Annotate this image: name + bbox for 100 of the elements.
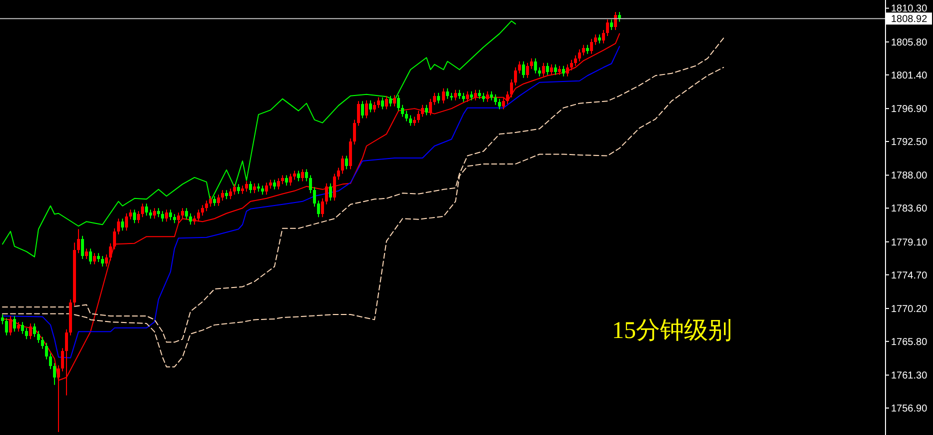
y-tick-label: 1774.70 [891, 270, 928, 282]
candlestick [409, 114, 412, 126]
candlestick [201, 204, 204, 216]
candlestick [574, 54, 577, 66]
candlestick [542, 62, 545, 77]
candlestick [345, 155, 348, 170]
candlestick [169, 209, 172, 221]
candlestick [437, 92, 440, 104]
candlestick [433, 92, 436, 106]
candlestick [289, 173, 292, 186]
candlestick [285, 174, 288, 186]
candlestick [17, 321, 20, 332]
y-tick-label: 1805.80 [891, 37, 928, 48]
candlestick [217, 194, 220, 206]
candlestick [325, 182, 328, 205]
candlestick [93, 252, 96, 265]
candlestick [421, 104, 424, 118]
candlestick [205, 200, 208, 212]
candlestick [614, 11, 617, 30]
candlestick [305, 168, 308, 182]
candlestick [393, 94, 396, 107]
annotation: 15分钟级别 [612, 318, 732, 344]
candlestick [25, 327, 28, 340]
candlestick [189, 212, 192, 226]
candlestick [429, 98, 432, 116]
candlestick [454, 89, 457, 101]
candlestick [397, 94, 400, 112]
candlestick [442, 88, 445, 104]
candlestick [209, 196, 212, 208]
candlestick [101, 256, 104, 268]
candlestick [446, 88, 449, 100]
candlestick [357, 100, 360, 126]
candlestick [273, 179, 276, 190]
candlestick [5, 318, 8, 336]
candlestick [53, 362, 56, 386]
candlestick [562, 65, 565, 77]
candlestick [105, 254, 108, 268]
candlestick [353, 119, 356, 145]
candlestick [85, 248, 88, 260]
candlestick [89, 248, 92, 265]
y-tick-label: 1770.20 [891, 304, 928, 315]
candlestick [9, 315, 12, 336]
candlestick [129, 209, 132, 220]
candlestick [197, 209, 200, 222]
y-tick-label: 1779.10 [891, 237, 928, 248]
candlestick [534, 58, 537, 74]
y-tick-label: 1796.90 [891, 104, 928, 116]
candlestick [602, 29, 605, 44]
candlestick [518, 60, 521, 74]
candlestick [229, 188, 232, 200]
candlestick [265, 182, 268, 196]
candlestick [329, 182, 332, 202]
candlestick [245, 180, 248, 192]
candlestick [498, 98, 501, 110]
candlestick [81, 235, 84, 260]
candlestick [377, 96, 380, 108]
candlestick [610, 18, 613, 30]
candlestick [466, 90, 469, 102]
candlestick [554, 64, 557, 76]
candlestick [317, 200, 320, 218]
candlestick [337, 167, 340, 180]
candlestick [301, 168, 304, 182]
y-tick-label: 1810.30 [891, 4, 928, 15]
candlestick [253, 182, 256, 194]
candlestick [133, 209, 136, 224]
candlestick [425, 104, 428, 116]
candlestick [121, 218, 124, 232]
candlestick [510, 78, 513, 98]
candlestick [137, 210, 140, 224]
candlestick [37, 330, 40, 344]
y-tick-label: 1765.80 [891, 336, 928, 348]
line-series [2, 20, 516, 258]
candlestick [606, 18, 609, 36]
candlestick [373, 101, 376, 113]
candlestick [77, 228, 80, 254]
candlestick [417, 110, 420, 124]
y-tick-label: 1756.90 [891, 404, 928, 415]
candlestick [109, 242, 112, 262]
candlestick [237, 184, 240, 194]
candlestick [309, 174, 312, 194]
candlestick [21, 321, 24, 334]
candlestick [277, 178, 280, 190]
candlestick [594, 34, 597, 46]
candlestick [566, 64, 569, 77]
candlestick [514, 66, 517, 86]
ref-line-label: 1808.92 [891, 14, 928, 26]
candlestick [181, 208, 184, 220]
candlestick [233, 184, 236, 196]
y-tick-label: 1792.50 [891, 137, 928, 148]
candlestick [221, 190, 224, 202]
candlestick [41, 336, 44, 350]
candlestick [61, 348, 64, 372]
candlestick [369, 100, 372, 113]
candlestick [117, 218, 120, 235]
candlestick [161, 210, 164, 222]
y-tick-label: 1783.60 [891, 204, 928, 215]
y-tick-label: 1801.40 [891, 70, 928, 82]
candlestick [365, 100, 368, 119]
candlestick [550, 64, 553, 76]
candlestick [405, 110, 408, 122]
